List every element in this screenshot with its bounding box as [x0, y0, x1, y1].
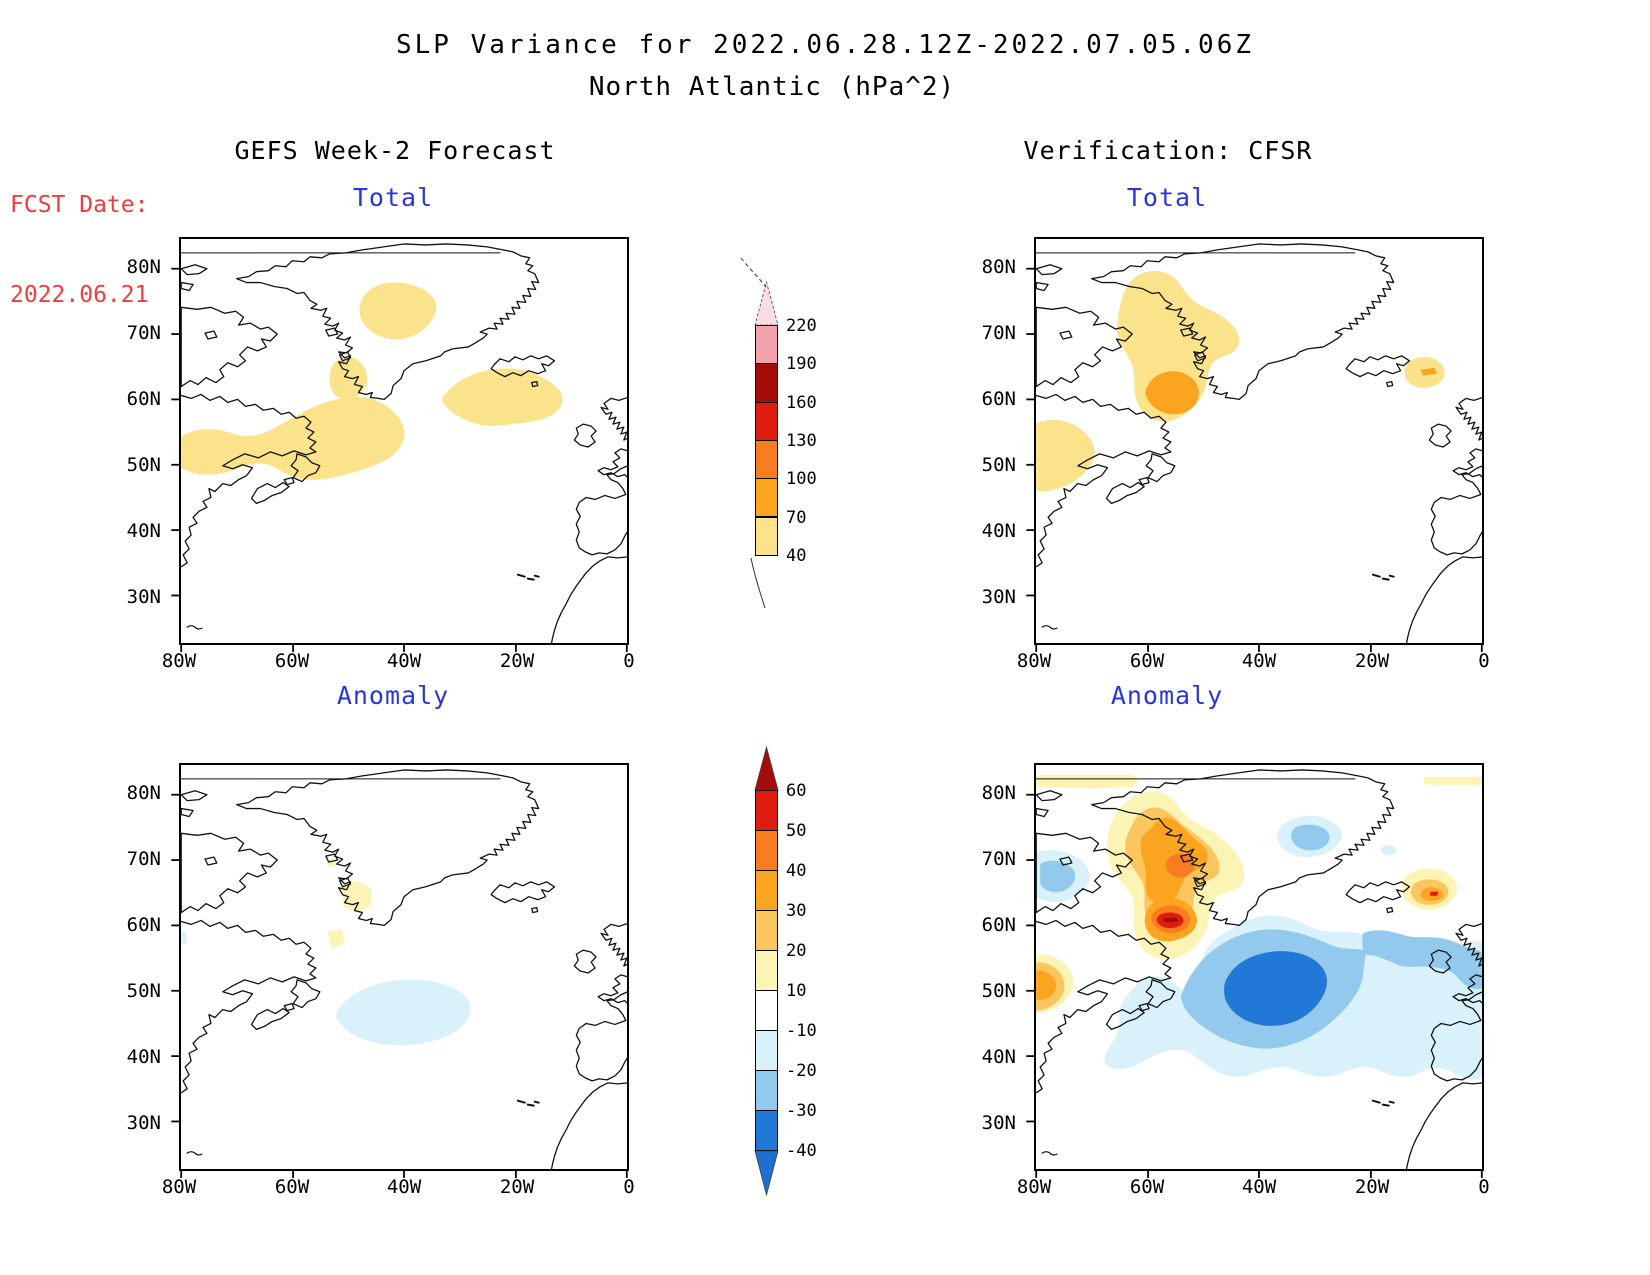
- colorbar-segment: [755, 790, 778, 831]
- colorbar-tick-label: 220: [786, 316, 817, 336]
- lat-tick-label: 30N: [126, 1112, 161, 1134]
- column-header-verification: Verification: CFSR: [1023, 136, 1313, 165]
- lon-tick-label: 80W: [1016, 1176, 1052, 1198]
- colorbar-segment: [755, 1070, 778, 1111]
- forecast-date-block: FCST Date: 2022.06.21: [10, 130, 148, 370]
- lat-tick-label: 40N: [126, 520, 161, 542]
- lat-tick-label: 30N: [126, 586, 161, 608]
- lon-tick-label: 60W: [274, 1176, 310, 1198]
- lat-tick-label: 30N: [981, 1112, 1016, 1134]
- lat-tick-label: 50N: [981, 980, 1016, 1002]
- colorbar-tick-label: 10: [786, 981, 807, 1001]
- lon-tick-label: 40W: [386, 1176, 422, 1198]
- forecast-date-value: 2022.06.21: [10, 282, 149, 308]
- colorbar-segment: [755, 870, 778, 911]
- map-gefs-total: [171, 242, 629, 652]
- map-cfsr-anomaly: [1026, 768, 1484, 1178]
- colorbar-segment: [755, 1110, 778, 1151]
- colorbar-segment: [755, 950, 778, 991]
- figure-title: SLP Variance for 2022.06.28.12Z-2022.07.…: [395, 30, 1255, 60]
- colorbar-arrow: [754, 1150, 779, 1197]
- lat-tick-label: 60N: [981, 914, 1016, 936]
- lon-tick-label: 80W: [161, 650, 197, 672]
- lat-tick-label: 30N: [981, 586, 1016, 608]
- lat-tick-label: 80N: [126, 782, 161, 804]
- lat-tick-label: 70N: [981, 322, 1016, 344]
- colorbar-tick-label: 160: [786, 392, 817, 413]
- lon-tick-label: 0: [1478, 1176, 1490, 1198]
- colorbar-tick-label: 70: [786, 507, 807, 528]
- lat-tick-label: 80N: [981, 256, 1016, 278]
- panel-label-gefs-anomaly: Anomaly: [336, 681, 450, 710]
- lat-tick-label: 40N: [126, 1046, 161, 1068]
- lat-tick-label: 80N: [981, 782, 1016, 804]
- lon-tick-label: 20W: [499, 1176, 535, 1198]
- lon-tick-label: 80W: [161, 1176, 197, 1198]
- colorbar-tick-label: 30: [786, 901, 807, 921]
- lat-tick-label: 70N: [981, 848, 1016, 870]
- colorbar-tick-label: 40: [786, 861, 807, 881]
- forecast-date-label: FCST Date:: [10, 192, 149, 218]
- colorbar-tick-label: -40: [786, 1141, 817, 1161]
- lon-tick-label: 20W: [499, 650, 535, 672]
- map-panel-gefs-total: [171, 237, 629, 652]
- panel-label-cfsr-anomaly: Anomaly: [1110, 681, 1224, 710]
- lon-tick-label: 0: [1478, 650, 1490, 672]
- lat-tick-label: 60N: [126, 388, 161, 410]
- lat-tick-label: 50N: [981, 454, 1016, 476]
- colorbar-arrow: [754, 745, 779, 791]
- lon-tick-label: 60W: [274, 650, 310, 672]
- map-panel-cfsr-total: [1026, 237, 1484, 652]
- colorbar-tick-label: -10: [786, 1021, 817, 1041]
- lon-tick-label: 0: [623, 1176, 635, 1198]
- lat-tick-label: 80N: [126, 256, 161, 278]
- colorbar-segment: [755, 1030, 778, 1071]
- colorbar-segment: [755, 990, 778, 1031]
- map-gefs-anomaly: [171, 768, 629, 1178]
- lat-tick-label: 50N: [126, 980, 161, 1002]
- lon-tick-label: 0: [623, 650, 635, 672]
- map-panel-gefs-anomaly: [171, 763, 629, 1178]
- lat-tick-label: 60N: [981, 388, 1016, 410]
- lat-tick-label: 40N: [981, 1046, 1016, 1068]
- lon-tick-label: 40W: [1241, 650, 1277, 672]
- lon-tick-label: 60W: [1129, 650, 1165, 672]
- colorbar-tick-label: 20: [786, 941, 807, 961]
- lon-tick-label: 20W: [1354, 1176, 1390, 1198]
- colorbar-tick-label: 130: [786, 430, 817, 451]
- lat-tick-label: 40N: [981, 520, 1016, 542]
- colorbar-tick-label: 100: [786, 469, 817, 490]
- lon-tick-label: 40W: [386, 650, 422, 672]
- colorbar-tick-label: -30: [786, 1101, 817, 1121]
- lat-tick-label: 70N: [126, 322, 161, 344]
- colorbar-segment: [755, 910, 778, 951]
- lon-tick-label: 80W: [1016, 650, 1052, 672]
- colorbar-arrow: [754, 280, 779, 326]
- colorbar-tick-label: 50: [786, 821, 807, 841]
- column-header-forecast: GEFS Week-2 Forecast: [234, 136, 556, 165]
- panel-label-cfsr-total: Total: [1126, 183, 1208, 212]
- colorbar-tick-label: 40: [786, 545, 807, 566]
- colorbar-tick-label: 60: [786, 781, 807, 801]
- figure-subtitle: North Atlantic (hPa^2): [588, 72, 956, 102]
- lon-tick-label: 40W: [1241, 1176, 1277, 1198]
- colorbar-tick-label: -20: [786, 1061, 817, 1081]
- panel-label-gefs-total: Total: [352, 183, 434, 212]
- colorbar-segment: [755, 830, 778, 871]
- map-cfsr-total: [1026, 242, 1484, 652]
- lon-tick-label: 20W: [1354, 650, 1390, 672]
- colorbar-tail-curve: [740, 257, 767, 609]
- colorbar-segment: [755, 516, 778, 556]
- lat-tick-label: 70N: [126, 848, 161, 870]
- map-panel-cfsr-anomaly: [1026, 763, 1484, 1178]
- lat-tick-label: 60N: [126, 914, 161, 936]
- colorbar-tick-label: 190: [786, 354, 817, 375]
- lat-tick-label: 50N: [126, 454, 161, 476]
- lon-tick-label: 60W: [1129, 1176, 1165, 1198]
